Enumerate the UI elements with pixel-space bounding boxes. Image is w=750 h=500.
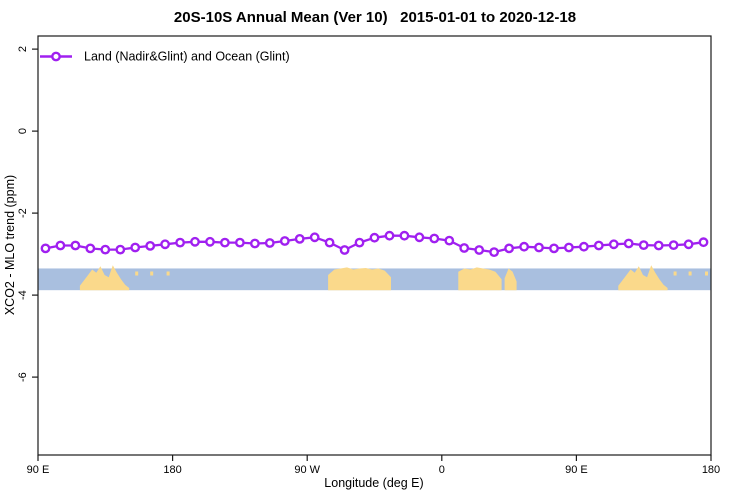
land-patch-africa: [458, 267, 502, 291]
data-point-marker: [249, 238, 260, 249]
data-point-marker: [115, 244, 126, 255]
data-point-marker: [459, 243, 470, 253]
data-point-marker: [519, 241, 529, 252]
data-point-marker: [668, 240, 679, 251]
data-point-marker: [504, 243, 514, 254]
data-point-marker: [55, 240, 66, 251]
island-speck: [673, 271, 677, 276]
data-point-marker: [593, 240, 604, 251]
data-point-marker: [369, 232, 380, 243]
data-point-marker: [339, 245, 350, 255]
island-speck: [135, 271, 139, 276]
data-point-marker: [40, 243, 51, 254]
data-point-marker: [579, 241, 589, 252]
data-point-marker: [324, 237, 335, 248]
legend-marker-icon: [51, 51, 61, 62]
x-tick-label: 0: [439, 464, 445, 476]
data-point-marker: [534, 242, 544, 253]
island-speck: [688, 271, 692, 276]
data-point-marker: [549, 243, 559, 254]
legend-label: Land (Nadir&Glint) and Ocean (Glint): [84, 50, 290, 64]
chart-title: 20S-10S Annual Mean (Ver 10) 2015-01-01 …: [173, 9, 577, 26]
y-tick-label: -2: [17, 208, 29, 218]
x-tick-label: 90 W: [294, 464, 320, 476]
data-point-marker: [219, 237, 230, 248]
data-point-marker: [444, 235, 455, 246]
y-axis-label: XCO2 - MLO trend (ppm): [3, 175, 17, 315]
y-tick-label: -4: [17, 290, 29, 300]
data-point-marker: [683, 239, 694, 250]
x-tick-label: 180: [702, 464, 720, 476]
data-point-marker: [294, 233, 305, 244]
x-tick-label: 90 E: [565, 464, 588, 476]
land-patch-australia-west: [79, 265, 130, 291]
data-point-marker: [564, 242, 574, 253]
y-tick-label: 2: [17, 46, 29, 52]
island-speck: [150, 271, 154, 276]
data-point-marker: [354, 237, 365, 248]
data-point-marker: [698, 237, 709, 248]
x-tick-label: 180: [163, 464, 181, 476]
data-point-marker: [384, 230, 395, 241]
land-patch-australia-east: [618, 265, 668, 291]
data-point-marker: [489, 247, 499, 258]
data-point-marker: [145, 240, 156, 251]
island-speck: [166, 271, 170, 276]
plot-border: [37, 35, 712, 456]
data-point-marker: [234, 237, 245, 248]
data-point-marker: [608, 239, 619, 250]
data-point-marker: [264, 238, 275, 248]
data-point-marker: [130, 242, 141, 253]
land-patch-madagascar: [504, 268, 517, 291]
data-point-marker: [309, 232, 320, 243]
data-point-marker: [638, 240, 649, 251]
data-point-marker: [399, 230, 410, 241]
data-point-marker: [653, 240, 664, 251]
land-patch-south-america: [328, 267, 391, 291]
data-point-marker: [205, 236, 215, 247]
y-tick-label: -6: [17, 372, 29, 382]
data-point-marker: [429, 233, 440, 244]
island-speck: [705, 271, 708, 276]
data-point-marker: [175, 237, 186, 248]
data-point-marker: [190, 236, 200, 247]
data-point-marker: [85, 243, 96, 254]
data-point-marker: [70, 240, 81, 251]
data-point-marker: [279, 236, 290, 246]
data-point-marker: [623, 238, 634, 249]
data-point-marker: [474, 245, 485, 255]
data-point-marker: [160, 239, 171, 250]
data-point-marker: [414, 232, 425, 243]
x-tick-label: 90 E: [27, 464, 50, 476]
x-axis-label: Longitude (deg E): [324, 476, 423, 490]
y-tick-label: 0: [17, 128, 29, 134]
data-point-marker: [100, 244, 111, 255]
